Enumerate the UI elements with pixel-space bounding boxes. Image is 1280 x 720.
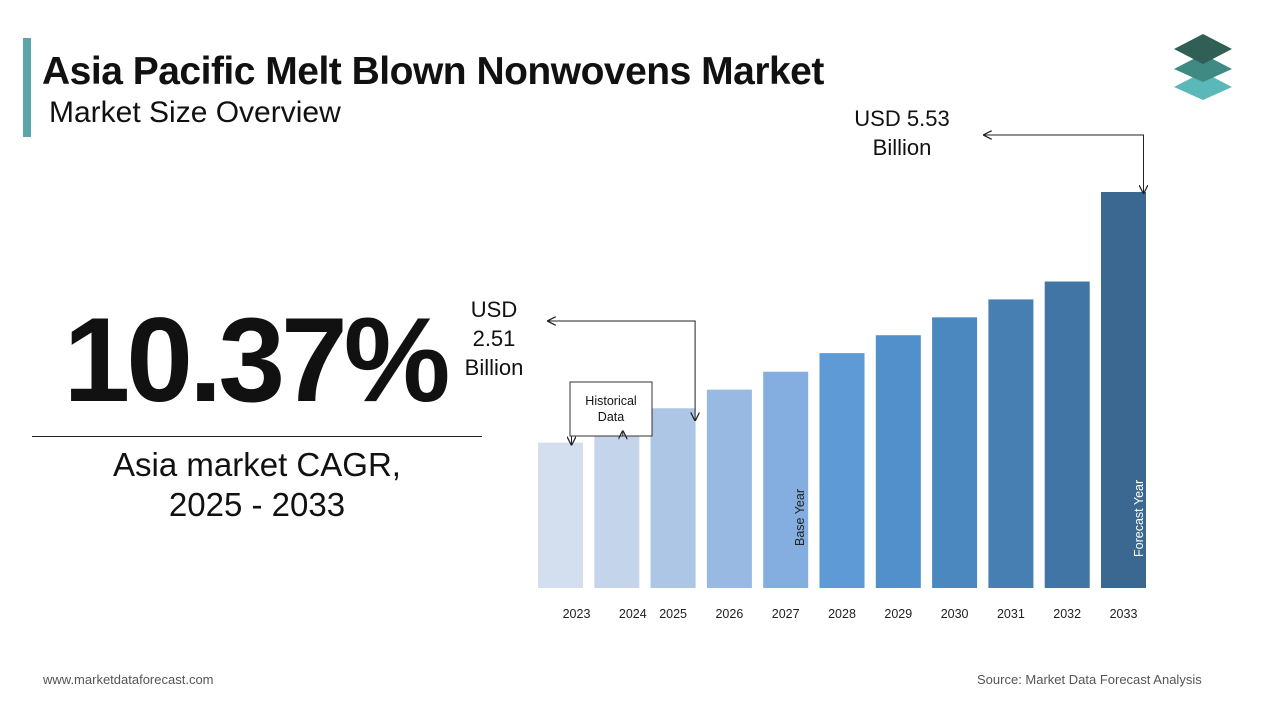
footer-source: Source: Market Data Forecast Analysis: [977, 672, 1202, 687]
cagr-divider: [32, 436, 482, 437]
cagr-label: Asia market CAGR, 2025 - 2033: [32, 445, 482, 525]
bar-2030: [932, 317, 978, 588]
cagr-label-line1: Asia market CAGR,: [113, 446, 401, 483]
bar-2024: [594, 426, 640, 588]
historical-data-label: Historical: [585, 394, 636, 408]
cagr-value: 10.37%: [63, 293, 451, 427]
x-tick-label-2029: 2029: [884, 607, 912, 621]
footer-website: www.marketdataforecast.com: [43, 672, 214, 687]
end-value-label: Billion: [873, 135, 932, 160]
base-year-label: Base Year: [793, 489, 807, 546]
bar-2023: [538, 442, 583, 588]
page-subtitle: Market Size Overview: [49, 96, 341, 129]
x-tick-label-2026: 2026: [715, 607, 743, 621]
x-tick-label-2033: 2033: [1110, 607, 1138, 621]
end-value-label: USD 5.53: [854, 106, 949, 131]
x-tick-label-2030: 2030: [941, 607, 969, 621]
start-value-label: Billion: [465, 355, 524, 380]
x-tick-label-2028: 2028: [828, 607, 856, 621]
historical-data-box: [569, 381, 653, 437]
x-tick-label-2027: 2027: [772, 607, 800, 621]
start-value-label: 2.51: [473, 326, 516, 351]
forecast-year-label: Forecast Year: [1132, 480, 1146, 557]
x-tick-label-2031: 2031: [997, 607, 1025, 621]
x-tick-label-2025: 2025: [659, 607, 687, 621]
start-value-arrow: [548, 321, 695, 420]
page-title: Asia Pacific Melt Blown Nonwovens Market: [42, 50, 824, 93]
end-value-arrow: [984, 135, 1144, 193]
bar-2026: [706, 389, 752, 588]
x-tick-label-2023: 2023: [563, 607, 591, 621]
bar-2031: [988, 299, 1034, 588]
bar-2028: [819, 353, 865, 588]
start-value-label: USD: [471, 297, 517, 322]
company-logo-icon: [1174, 34, 1232, 100]
cagr-label-line2: 2025 - 2033: [168, 486, 346, 523]
bar-2033: [1101, 192, 1146, 588]
bar-2025: [650, 408, 696, 588]
bar-2029: [875, 335, 921, 588]
title-accent-bar: [23, 38, 31, 137]
x-tick-label-2032: 2032: [1053, 607, 1081, 621]
bar-2032: [1044, 281, 1090, 588]
historical-data-label: Data: [598, 410, 624, 424]
bar-2027: [763, 371, 809, 588]
x-tick-label-2024: 2024: [619, 607, 647, 621]
